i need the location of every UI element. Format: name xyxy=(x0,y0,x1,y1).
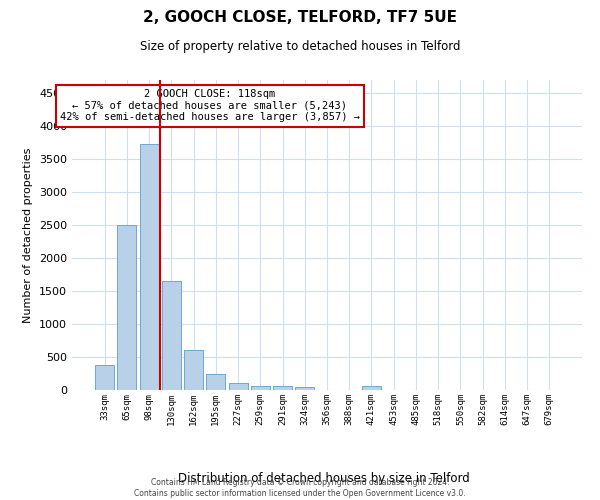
Text: Size of property relative to detached houses in Telford: Size of property relative to detached ho… xyxy=(140,40,460,53)
Y-axis label: Number of detached properties: Number of detached properties xyxy=(23,148,34,322)
Text: 2, GOOCH CLOSE, TELFORD, TF7 5UE: 2, GOOCH CLOSE, TELFORD, TF7 5UE xyxy=(143,10,457,25)
Bar xyxy=(251,386,270,390)
Text: Contains HM Land Registry data © Crown copyright and database right 2024.
Contai: Contains HM Land Registry data © Crown c… xyxy=(134,478,466,498)
Text: Distribution of detached houses by size in Telford: Distribution of detached houses by size … xyxy=(178,472,470,485)
Bar xyxy=(95,365,114,390)
Bar xyxy=(273,386,292,390)
Text: 2 GOOCH CLOSE: 118sqm
← 57% of detached houses are smaller (5,243)
42% of semi-d: 2 GOOCH CLOSE: 118sqm ← 57% of detached … xyxy=(60,90,360,122)
Bar xyxy=(295,386,314,390)
Bar xyxy=(184,350,203,390)
Bar xyxy=(362,386,381,390)
Bar xyxy=(162,281,181,390)
Bar xyxy=(229,384,248,390)
Bar xyxy=(118,225,136,390)
Bar xyxy=(140,144,158,390)
Bar xyxy=(206,374,225,390)
